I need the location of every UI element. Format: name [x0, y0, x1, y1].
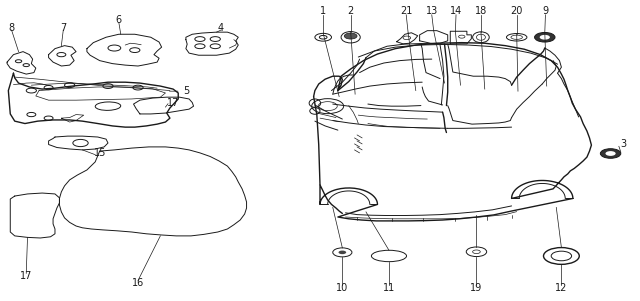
Circle shape — [600, 149, 621, 158]
Circle shape — [344, 33, 357, 39]
Text: 4: 4 — [218, 23, 224, 33]
Circle shape — [605, 151, 616, 156]
Text: 17: 17 — [20, 271, 33, 281]
Circle shape — [339, 250, 346, 254]
Text: 15: 15 — [93, 148, 106, 159]
Text: 19: 19 — [470, 283, 483, 293]
Text: 2: 2 — [348, 6, 354, 16]
Text: 1: 1 — [320, 6, 326, 16]
Text: 5: 5 — [183, 86, 189, 96]
Text: 14: 14 — [450, 6, 462, 16]
Text: 16: 16 — [132, 278, 144, 288]
Text: 3: 3 — [620, 139, 627, 149]
Text: 20: 20 — [511, 6, 523, 16]
Text: 8: 8 — [8, 23, 15, 33]
Text: 9: 9 — [542, 6, 548, 16]
Text: 10: 10 — [336, 283, 348, 293]
Text: 18: 18 — [475, 6, 487, 16]
Text: 21: 21 — [400, 6, 412, 16]
Text: 12: 12 — [556, 283, 568, 293]
Circle shape — [534, 33, 555, 42]
Text: 11: 11 — [383, 283, 395, 293]
Text: 13: 13 — [426, 6, 438, 16]
Text: 6: 6 — [116, 15, 122, 25]
Circle shape — [540, 35, 550, 40]
Text: 17: 17 — [167, 98, 179, 107]
Text: 7: 7 — [60, 23, 67, 33]
